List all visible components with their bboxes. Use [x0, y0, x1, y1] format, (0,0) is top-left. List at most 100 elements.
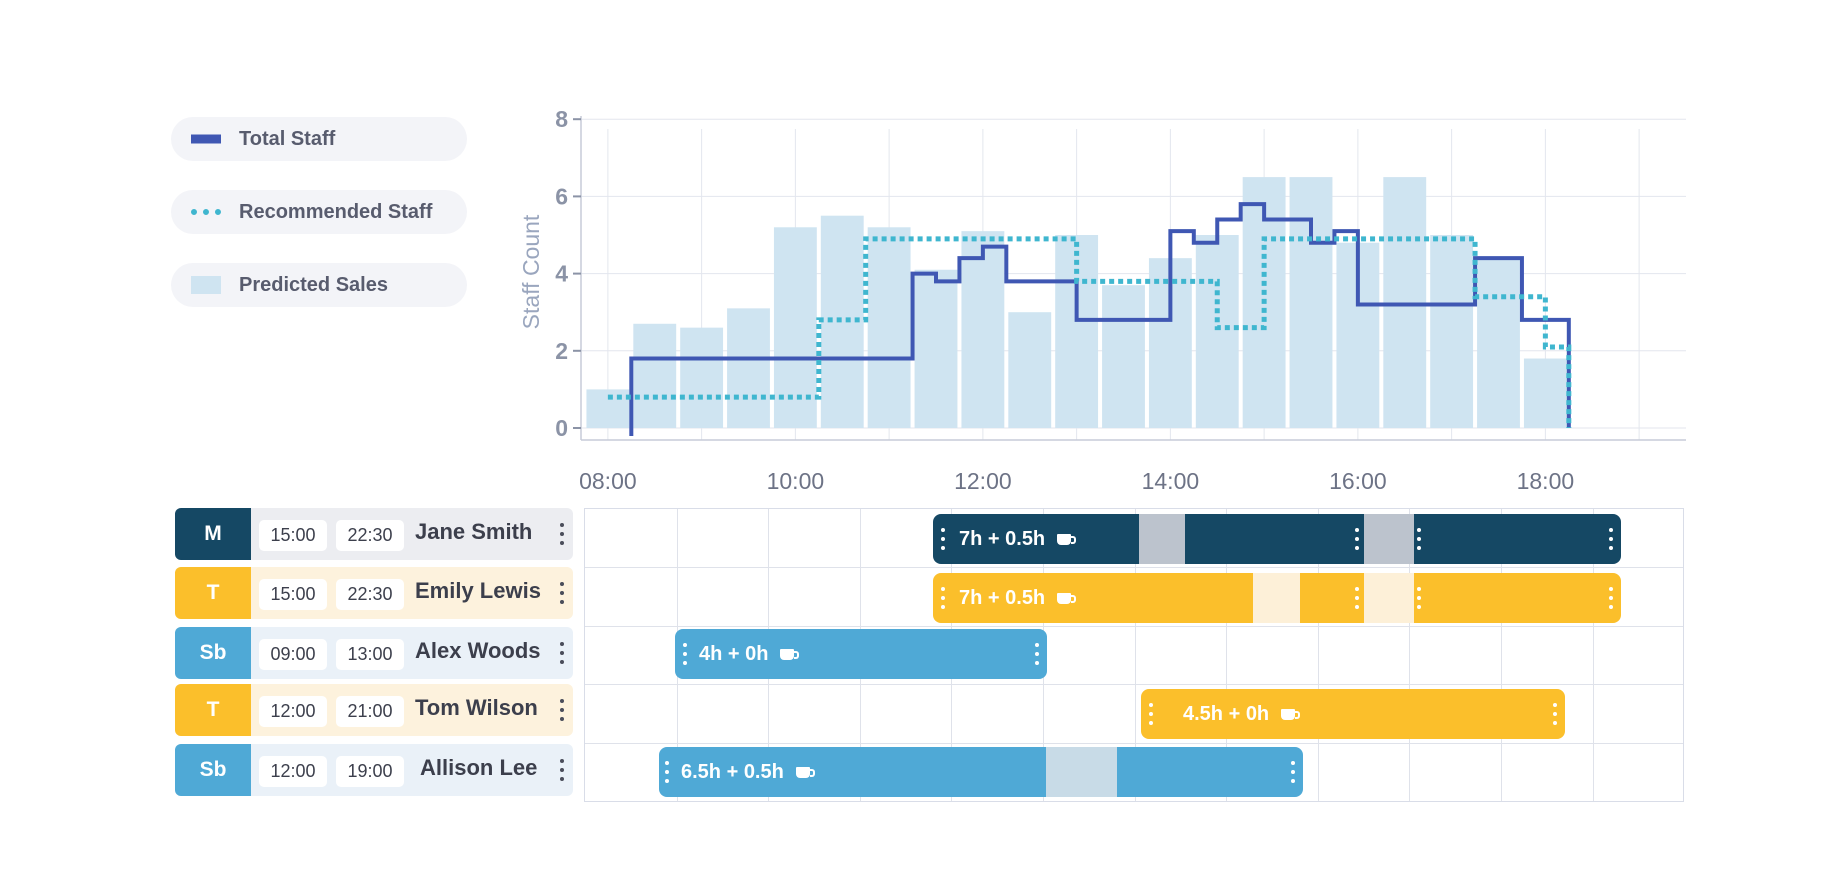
staff-row-body: 15:00 22:30 Jane Smith [251, 508, 573, 560]
legend-label-recommended-staff: Recommended Staff [239, 200, 433, 223]
staff-name: Jane Smith [415, 519, 533, 544]
break-segment[interactable] [1253, 573, 1300, 623]
timeline-row-line [585, 626, 1683, 627]
drag-handle-icon[interactable] [1355, 528, 1359, 550]
drag-handle-icon[interactable] [1149, 703, 1153, 725]
staff-row[interactable]: M 15:00 22:30 Jane Smith [175, 508, 573, 560]
chart-axes: 0 2 4 6 8 08:00 10:00 12:00 14:00 16:00 18:00 [555, 106, 1686, 494]
y-tick-label: 8 [555, 106, 568, 132]
drag-handle-icon[interactable] [1553, 703, 1557, 725]
shift-end-field[interactable]: 13:00 [336, 639, 404, 670]
drag-handle-icon[interactable] [1417, 528, 1421, 550]
y-tick-label: 4 [555, 261, 568, 287]
staff-row[interactable]: T 12:00 21:00 Tom Wilson [175, 684, 573, 736]
staff-row[interactable]: Sb 09:00 13:00 Alex Woods [175, 627, 573, 679]
drag-handle-icon[interactable] [1417, 587, 1421, 609]
x-tick-label: 14:00 [1142, 468, 1200, 494]
drag-handle-icon[interactable] [1035, 643, 1039, 665]
staff-row[interactable]: T 15:00 22:30 Emily Lewis [175, 567, 573, 619]
timeline-column-line [1592, 509, 1594, 801]
staff-row-body: 15:00 22:30 Emily Lewis [251, 567, 573, 619]
row-menu-icon[interactable] [560, 523, 564, 545]
role-badge: M [175, 508, 251, 560]
sales-bar [727, 308, 770, 428]
drag-handle-icon[interactable] [941, 528, 945, 550]
break-segment[interactable] [1364, 514, 1414, 564]
staff-name: Emily Lewis [415, 578, 541, 603]
drag-handle-icon[interactable] [665, 761, 669, 783]
sales-bar [1523, 358, 1567, 428]
sales-bar [1102, 285, 1145, 428]
staff-name: Allison Lee [420, 755, 538, 780]
x-tick-label: 10:00 [767, 468, 825, 494]
shift-end-field[interactable]: 21:00 [336, 696, 404, 727]
timeline-column-line [1317, 509, 1319, 801]
shift-start-field[interactable]: 15:00 [259, 579, 327, 610]
shift-start-field[interactable]: 09:00 [259, 639, 327, 670]
staff-row[interactable]: Sb 12:00 19:00 Allison Lee [175, 744, 573, 796]
sales-bar [633, 323, 677, 428]
shift-end-field[interactable]: 19:00 [336, 756, 404, 787]
shift-bar[interactable]: 7h + 0.5h [933, 573, 1621, 623]
sales-bar [867, 227, 911, 428]
role-badge: T [175, 684, 251, 736]
x-tick-label: 12:00 [954, 468, 1012, 494]
staff-row-body: 12:00 19:00 Allison Lee [251, 744, 573, 796]
break-segment[interactable] [1139, 514, 1185, 564]
shift-end-field[interactable]: 22:30 [336, 579, 404, 610]
drag-handle-icon[interactable] [1609, 587, 1613, 609]
shift-duration-label: 6.5h + 0.5h [681, 747, 815, 797]
drag-handle-icon[interactable] [683, 643, 687, 665]
row-menu-icon[interactable] [560, 642, 564, 664]
shift-start-field[interactable]: 12:00 [259, 756, 327, 787]
row-menu-icon[interactable] [560, 699, 564, 721]
shift-bar[interactable]: 6.5h + 0.5h [659, 747, 1303, 797]
chart-legend: Total Staff Recommended Staff Predicted … [171, 117, 467, 336]
shift-bar[interactable]: 7h + 0.5h [933, 514, 1621, 564]
staff-name: Tom Wilson [415, 695, 538, 720]
staff-row-body: 12:00 21:00 Tom Wilson [251, 684, 573, 736]
legend-item-recommended-staff[interactable]: Recommended Staff [171, 190, 467, 234]
legend-label-total-staff: Total Staff [239, 127, 336, 150]
legend-label-predicted-sales: Predicted Sales [239, 273, 388, 296]
drag-handle-icon[interactable] [941, 587, 945, 609]
predicted-sales-bars [586, 177, 1567, 428]
sales-bar [1430, 235, 1474, 428]
shift-bar[interactable]: 4h + 0h [675, 629, 1047, 679]
shift-duration-text: 7h + 0.5h [959, 527, 1046, 550]
role-badge: T [175, 567, 251, 619]
drag-handle-icon[interactable] [1291, 761, 1295, 783]
shift-duration-text: 6.5h + 0.5h [681, 760, 784, 783]
legend-item-total-staff[interactable]: Total Staff [171, 117, 467, 161]
timeline-column-line [1134, 509, 1136, 801]
staffing-chart: 0 2 4 6 8 08:00 10:00 12:00 14:00 16:00 18:00 Staf… [518, 106, 1686, 494]
coffee-break-icon [1281, 708, 1301, 720]
shift-end-field[interactable]: 22:30 [336, 520, 404, 551]
sales-bar [773, 227, 817, 428]
total-staff-line [629, 202, 1571, 436]
sales-bar [680, 327, 724, 428]
sales-bar [1477, 258, 1520, 428]
coffee-break-icon [1057, 533, 1077, 545]
row-menu-icon[interactable] [560, 582, 564, 604]
break-segment[interactable] [1364, 573, 1414, 623]
row-menu-icon[interactable] [560, 759, 564, 781]
shift-bar[interactable]: 4.5h + 0h [1141, 689, 1565, 739]
legend-item-predicted-sales[interactable]: Predicted Sales [171, 263, 467, 307]
y-tick-label: 2 [555, 338, 568, 364]
y-tick-label: 6 [555, 183, 568, 209]
shift-duration-label: 4h + 0h [699, 629, 800, 679]
timeline-row-line [585, 743, 1683, 744]
shift-duration-label: 4.5h + 0h [1183, 689, 1301, 739]
shift-duration-text: 4h + 0h [699, 642, 769, 665]
staff-name: Alex Woods [415, 638, 541, 663]
shift-start-field[interactable]: 12:00 [259, 696, 327, 727]
shift-start-field[interactable]: 15:00 [259, 520, 327, 551]
timeline-row-line [585, 567, 1683, 568]
drag-handle-icon[interactable] [1355, 587, 1359, 609]
shift-duration-label: 7h + 0.5h [959, 573, 1077, 623]
coffee-break-icon [780, 648, 800, 660]
break-segment[interactable] [1046, 747, 1117, 797]
drag-handle-icon[interactable] [1609, 528, 1613, 550]
timeline-column-line [1409, 509, 1411, 801]
